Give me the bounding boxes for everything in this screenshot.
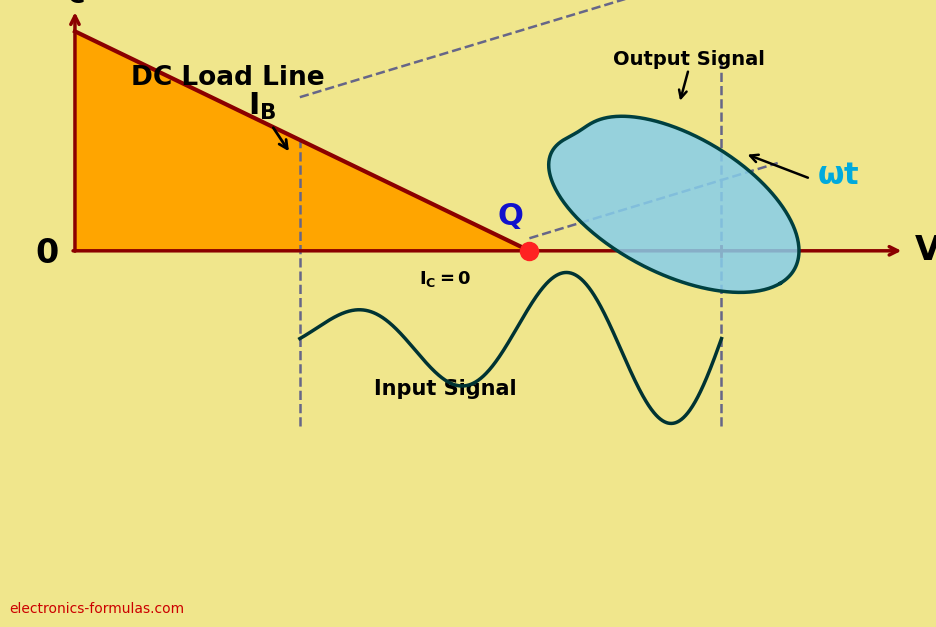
Text: $\mathbf{0}$: $\mathbf{0}$ [35,238,59,270]
Text: $\mathbf{I_C}$: $\mathbf{I_C}$ [55,0,85,6]
Text: $\mathbf{\omega t}$: $\mathbf{\omega t}$ [816,161,859,190]
Text: $\mathbf{I_B}$: $\mathbf{I_B}$ [248,91,276,122]
Text: Input Signal: Input Signal [373,379,516,399]
Text: $\mathbf{V_{ce}}$: $\mathbf{V_{ce}}$ [913,233,936,268]
Text: DC Load Line: DC Load Line [131,65,325,92]
Text: $\mathbf{Q}$: $\mathbf{Q}$ [497,201,523,231]
Text: Output Signal: Output Signal [612,50,764,69]
Text: electronics-formulas.com: electronics-formulas.com [9,602,184,616]
Polygon shape [548,116,798,292]
Polygon shape [75,31,529,251]
Text: $\mathbf{I_C = 0}$: $\mathbf{I_C = 0}$ [418,269,471,289]
